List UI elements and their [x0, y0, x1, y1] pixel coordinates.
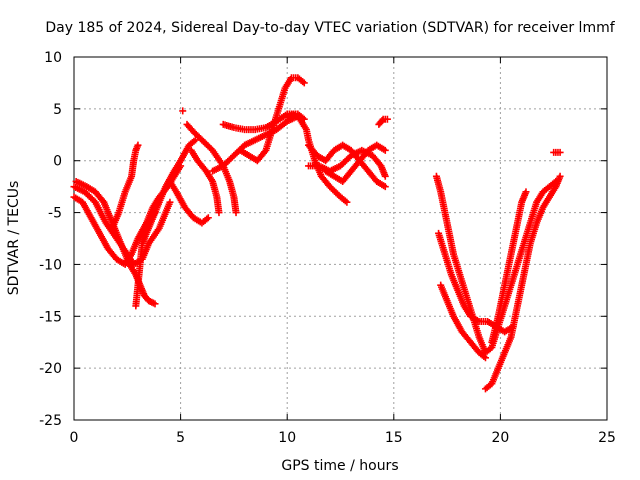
series-arc-11: [209, 113, 300, 175]
data-point: [261, 148, 269, 156]
data-point: [556, 172, 564, 180]
data-point: [522, 188, 530, 196]
series-arc-13: [236, 74, 308, 165]
data-point: [381, 183, 389, 191]
y-axis-label: SDTVAR / TECUs: [6, 181, 22, 296]
data-point: [556, 148, 564, 156]
data-point: [134, 141, 142, 149]
data-point: [481, 354, 489, 362]
series-arc-4: [108, 141, 142, 232]
y-tick-label: -25: [39, 413, 62, 429]
x-axis-label: GPS time / hours: [281, 458, 398, 474]
series-arc-18: [375, 115, 391, 128]
series-arc-22: [481, 172, 564, 393]
series-arc-21: [437, 281, 489, 362]
series-arc-17: [322, 141, 389, 185]
y-tick-label: 5: [53, 102, 62, 118]
x-tick-label: 0: [70, 430, 79, 446]
y-tick-label: -10: [39, 257, 62, 273]
data-point: [204, 214, 212, 222]
y-tick-label: -20: [39, 361, 62, 377]
series-arc-24: [550, 148, 564, 156]
series-arc-9: [187, 146, 223, 217]
data-point: [151, 300, 159, 308]
data-point: [381, 172, 389, 180]
data-point: [381, 146, 389, 154]
axis-ticks: 0 5 10 15 20 25 -25 -20 -15 -10 -5 0 5 10: [39, 50, 616, 446]
data-point: [166, 198, 174, 206]
x-tick-label: 20: [491, 430, 509, 446]
x-tick-label: 5: [176, 430, 185, 446]
x-tick-label: 10: [278, 430, 296, 446]
plot-frame: [73, 56, 608, 421]
y-tick-label: -5: [48, 206, 62, 222]
y-tick-label: -15: [39, 309, 62, 325]
series-arc-6: [138, 136, 200, 248]
chart-title: Day 185 of 2024, Sidereal Day-to-day VTE…: [45, 20, 615, 36]
series-arc-7: [166, 177, 212, 227]
data-point: [215, 209, 223, 217]
y-tick-label: 10: [44, 50, 62, 66]
series-arc-16: [305, 146, 389, 180]
data-point: [300, 79, 308, 87]
data-point: [179, 107, 187, 115]
y-tick-label: 0: [53, 154, 62, 170]
series-arc-23: [488, 188, 530, 346]
series-arc-10: [179, 107, 187, 115]
series-arc-8: [183, 120, 240, 217]
x-tick-label: 15: [385, 430, 403, 446]
data-point: [378, 117, 386, 125]
data-point: [232, 209, 240, 217]
data-point: [383, 115, 391, 123]
data-points: [70, 74, 564, 393]
x-tick-label: 25: [598, 430, 616, 446]
data-point: [343, 198, 351, 206]
